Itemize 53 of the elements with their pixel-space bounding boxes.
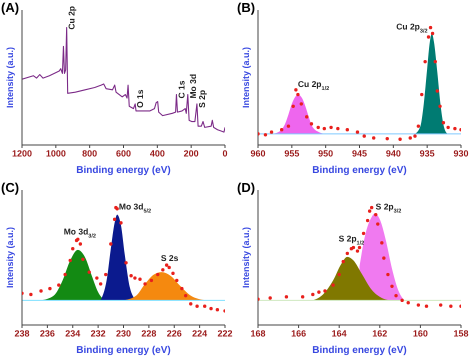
x-tick-label: 955: [284, 148, 300, 158]
x-tick-label: 230: [116, 328, 132, 338]
annotation: Mo 3d$_{5/2}$: [118, 202, 152, 215]
x-tick-label: 238: [14, 328, 30, 338]
annotation: C 1s: [176, 80, 186, 99]
x-tick-label: 228: [141, 328, 156, 338]
x-tick-label: 1000: [46, 148, 66, 158]
x-tick-label: 168: [250, 328, 266, 338]
y-axis-title: Intensity (a.u.): [241, 226, 252, 288]
x-axis-title: Binding energy (eV): [76, 165, 171, 176]
annotation: Mo 3d: [188, 74, 198, 99]
x-tick-label: 160: [412, 328, 428, 338]
x-tick-label: 1200: [12, 148, 32, 158]
x-tick-label: 950: [318, 148, 334, 158]
x-axis-title: Binding energy (eV): [76, 345, 171, 356]
chart-title: (A): [1, 0, 20, 15]
annotation: Cu 2p$_{1/2}$: [298, 78, 330, 92]
annotation: S 2s: [160, 253, 179, 264]
x-tick-label: 400: [150, 148, 165, 158]
x-tick-label: 232: [90, 328, 106, 338]
annotation: Cu 2p$_{3/2}$: [396, 22, 428, 35]
annotation: S 2p: [196, 90, 207, 108]
x-tick-label: 0: [222, 148, 228, 158]
y-axis-title: Intensity (a.u.): [5, 46, 16, 108]
y-axis-title: Intensity (a.u.): [5, 226, 16, 288]
annotation: O 1s: [135, 89, 146, 108]
x-tick-label: 930: [453, 148, 469, 158]
x-tick-label: 158: [453, 328, 469, 338]
x-tick-label: 600: [116, 148, 132, 158]
y-axis-title: Intensity (a.u.): [241, 46, 252, 108]
x-axis-title: Binding energy (eV): [312, 165, 407, 176]
annotation: Cu 2p: [66, 6, 77, 30]
x-axis-title: Binding energy (eV): [312, 345, 407, 356]
x-tick-label: 164: [332, 328, 347, 338]
x-tick-label: 234: [65, 328, 80, 338]
x-tick-label: 200: [184, 148, 199, 158]
x-tick-label: 226: [166, 328, 182, 338]
x-tick-label: 166: [291, 328, 306, 338]
x-tick-label: 960: [250, 148, 266, 158]
x-tick-label: 224: [192, 328, 208, 338]
x-tick-label: 945: [352, 148, 368, 158]
chart-title: (D): [237, 180, 256, 195]
x-tick-label: 222: [217, 328, 233, 338]
annotation: Mo 3d$_{3/2}$: [64, 226, 96, 240]
x-tick-label: 800: [82, 148, 98, 158]
chart-title: (B): [237, 0, 256, 15]
x-tick-label: 940: [386, 148, 401, 158]
x-tick-label: 935: [420, 148, 435, 158]
annotation: S 2p$_{3/2}$: [376, 202, 402, 215]
annotation: S 2p$_{1/2}$: [338, 234, 364, 247]
chart-title: (C): [1, 180, 20, 195]
x-tick-label: 236: [40, 328, 55, 338]
x-tick-label: 162: [372, 328, 388, 338]
